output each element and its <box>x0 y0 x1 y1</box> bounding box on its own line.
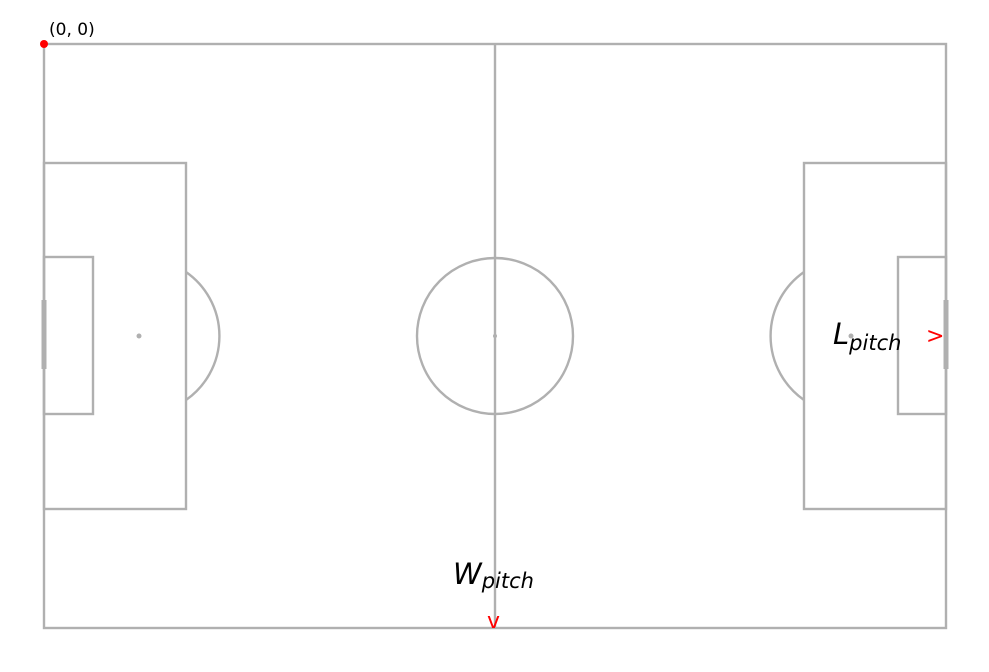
length-label-sub: pitch <box>848 331 901 355</box>
origin-label: (0, 0) <box>49 20 95 40</box>
length-label-main: L <box>833 317 849 351</box>
right-penalty-arc <box>769 271 805 401</box>
left-goal-area <box>42 255 95 416</box>
right-penalty-spot <box>848 333 854 339</box>
length-label: Lpitch <box>833 317 901 355</box>
width-label: Wpitch <box>453 557 534 593</box>
centre-spot <box>493 334 497 338</box>
length-arrow: > <box>926 324 944 349</box>
width-label-sub: pitch <box>481 569 534 593</box>
left-penalty-spot <box>136 333 142 339</box>
left-penalty-area <box>42 161 188 511</box>
origin-dot <box>40 40 48 48</box>
centre-circle <box>415 256 575 416</box>
width-arrow: v <box>487 609 500 634</box>
left-penalty-arc <box>185 271 221 401</box>
width-label-main: W <box>453 557 483 591</box>
